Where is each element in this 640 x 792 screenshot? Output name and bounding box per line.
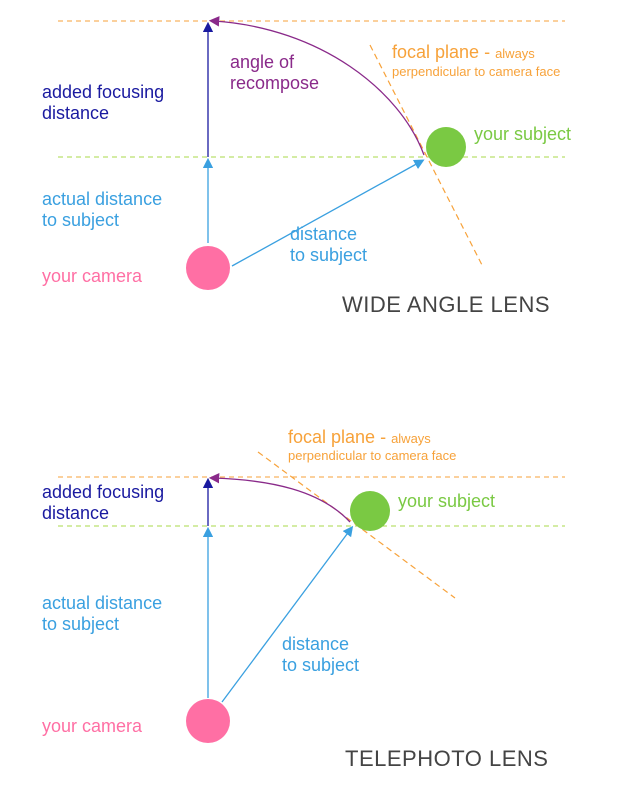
- tele-recompose-arc: [208, 472, 351, 523]
- wide-camera-label: your camera: [42, 266, 143, 286]
- tele-subject-label: your subject: [398, 491, 495, 511]
- tele-focal-label-sub: perpendicular to camera face: [288, 448, 456, 463]
- wide-subject-dot: [426, 127, 466, 167]
- telephoto-panel: added focusing distance actual distance …: [42, 427, 565, 771]
- tele-subject-dot: [350, 491, 390, 531]
- wide-angle-label: angle of recompose: [230, 52, 319, 93]
- tele-camera-label: your camera: [42, 716, 143, 736]
- tele-distance-to-subject-arrow: [221, 525, 354, 703]
- wide-added-label: added focusing distance: [42, 82, 169, 123]
- tele-actual-label: actual distance to subject: [42, 593, 167, 634]
- tele-title: TELEPHOTO LENS: [345, 746, 548, 771]
- tele-distance-label: distance to subject: [282, 634, 359, 675]
- wide-actual-label: actual distance to subject: [42, 189, 167, 230]
- wide-title: WIDE ANGLE LENS: [342, 292, 550, 317]
- tele-added-label: added focusing distance: [42, 482, 169, 523]
- wide-focal-label-sub: perpendicular to camera face: [392, 64, 560, 79]
- wide-camera-dot: [186, 246, 230, 290]
- wide-recompose-arc: [208, 16, 425, 156]
- wide-distance-label: distance to subject: [290, 224, 367, 265]
- tele-focal-label: focal plane - always: [288, 427, 431, 447]
- wide-subject-label: your subject: [474, 124, 571, 144]
- wide-angle-panel: added focusing distance actual distance …: [42, 16, 571, 317]
- wide-focal-plane-line: [369, 44, 483, 266]
- wide-distance-to-subject-arrow: [231, 159, 425, 267]
- tele-camera-dot: [186, 699, 230, 743]
- wide-focal-label: focal plane - always: [392, 42, 535, 62]
